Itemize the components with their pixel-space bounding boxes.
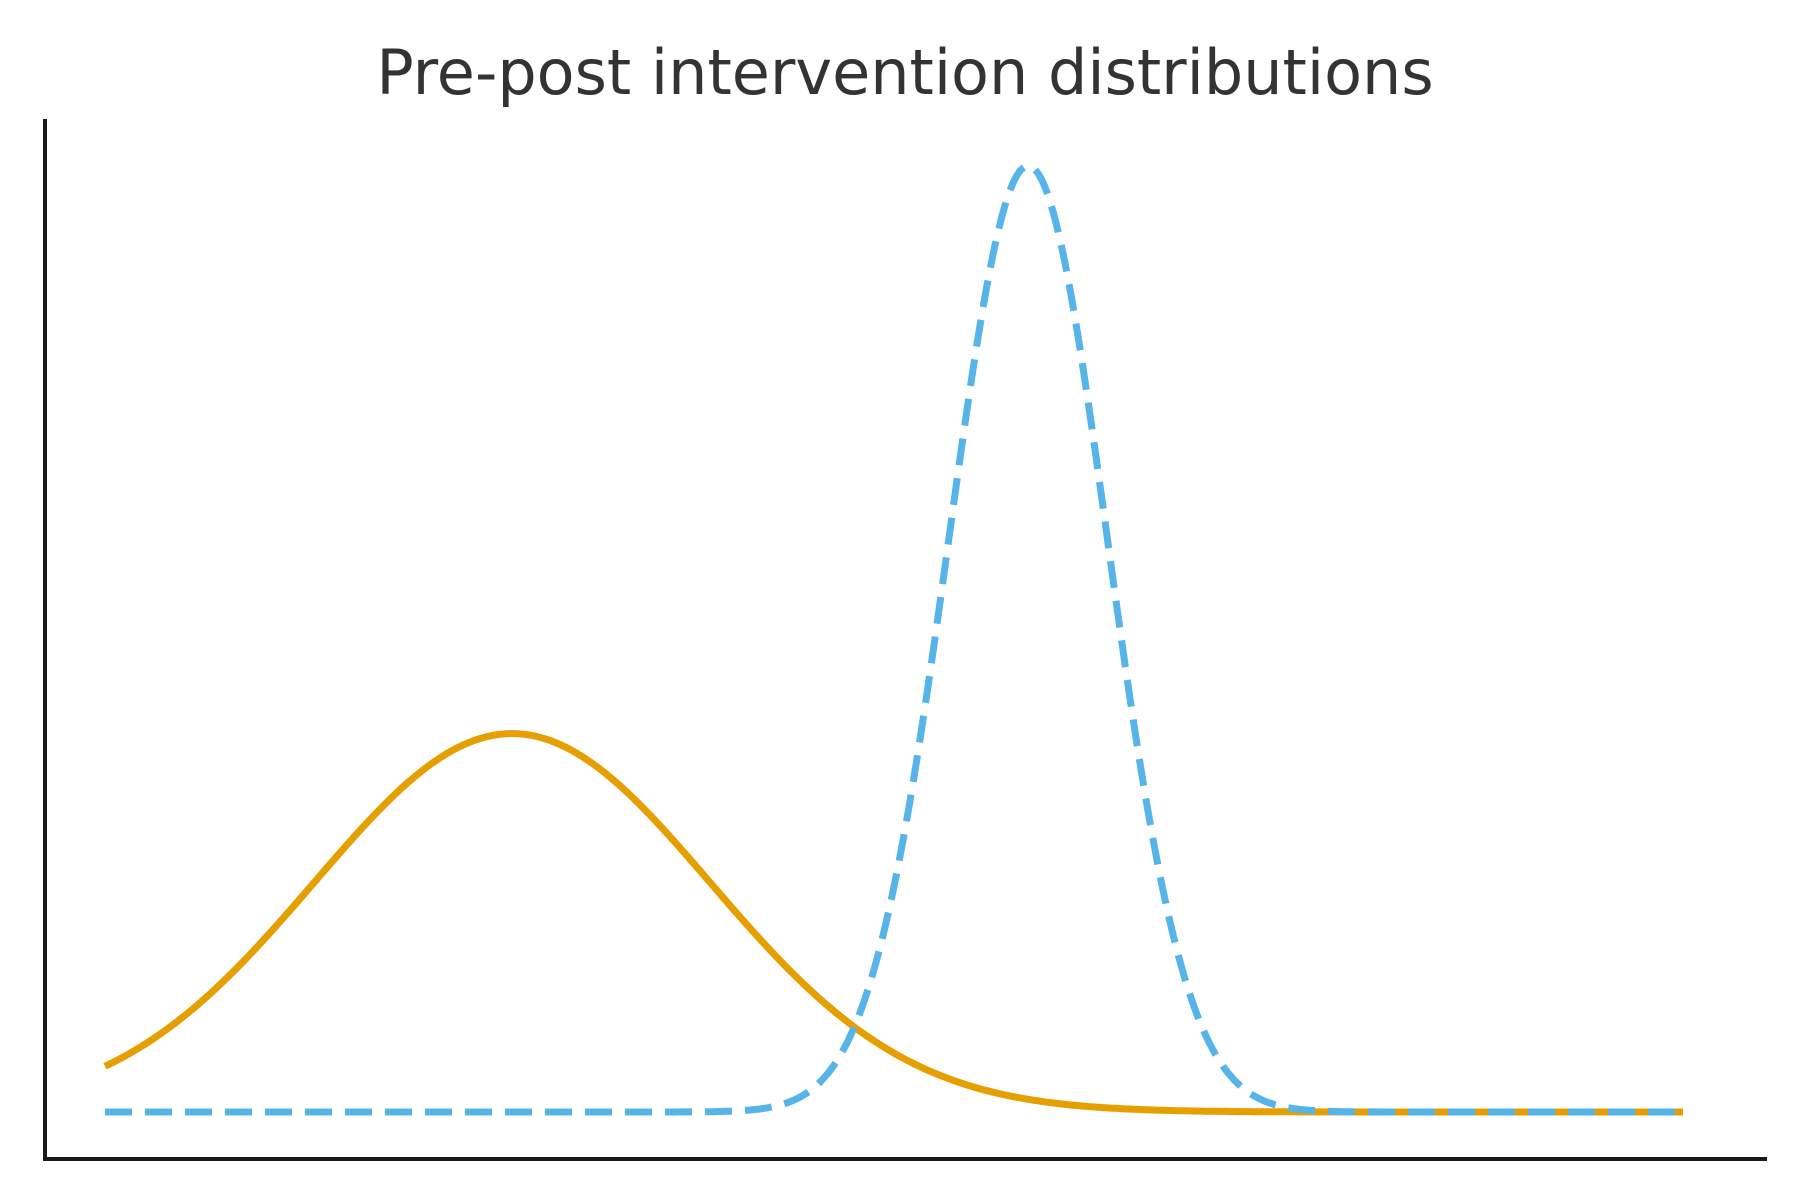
post-distribution-line xyxy=(105,162,1683,1116)
chart-title: Pre-post intervention distributions xyxy=(376,36,1434,109)
pre-distribution-line xyxy=(103,730,1683,1116)
